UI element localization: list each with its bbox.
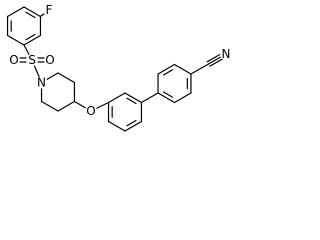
bond — [173, 63, 192, 75]
bond — [157, 63, 176, 75]
atom-label: O — [9, 53, 18, 67]
atom-labels: F O S O N O N — [8, 3, 232, 118]
bond — [140, 92, 159, 104]
label-background — [220, 48, 232, 60]
bond — [6, 34, 25, 46]
bond — [173, 92, 192, 104]
label-background — [35, 76, 48, 89]
bond — [23, 6, 42, 18]
label-background — [85, 105, 97, 117]
molecule-diagram: F O S O N O N — [6, 3, 232, 132]
bond — [124, 92, 143, 104]
bond — [23, 34, 42, 46]
bond — [162, 91, 174, 98]
label-background — [43, 4, 55, 16]
atom-label: S — [28, 53, 36, 67]
atom-label: F — [46, 3, 53, 17]
bond — [126, 119, 137, 127]
bond — [6, 6, 25, 18]
bond — [40, 100, 59, 112]
label-background — [26, 54, 38, 66]
bond — [126, 97, 137, 105]
atom-label: O — [86, 104, 95, 118]
bonds — [6, 6, 227, 132]
bond — [162, 69, 174, 76]
bond — [57, 72, 76, 84]
bond — [57, 100, 76, 112]
bond — [25, 33, 36, 41]
page: {"atom_labels": ["F", "O", "S", "O", "N"… — [0, 0, 242, 140]
label-background — [44, 54, 56, 66]
bond — [107, 120, 126, 132]
label-background — [8, 54, 20, 66]
bond — [157, 92, 176, 104]
atom-label: N — [222, 47, 231, 61]
bond — [107, 92, 126, 104]
bond — [25, 11, 36, 19]
atom-label: O — [45, 53, 54, 67]
bond — [124, 120, 143, 132]
atom-label: N — [37, 76, 46, 90]
bond — [190, 63, 210, 75]
